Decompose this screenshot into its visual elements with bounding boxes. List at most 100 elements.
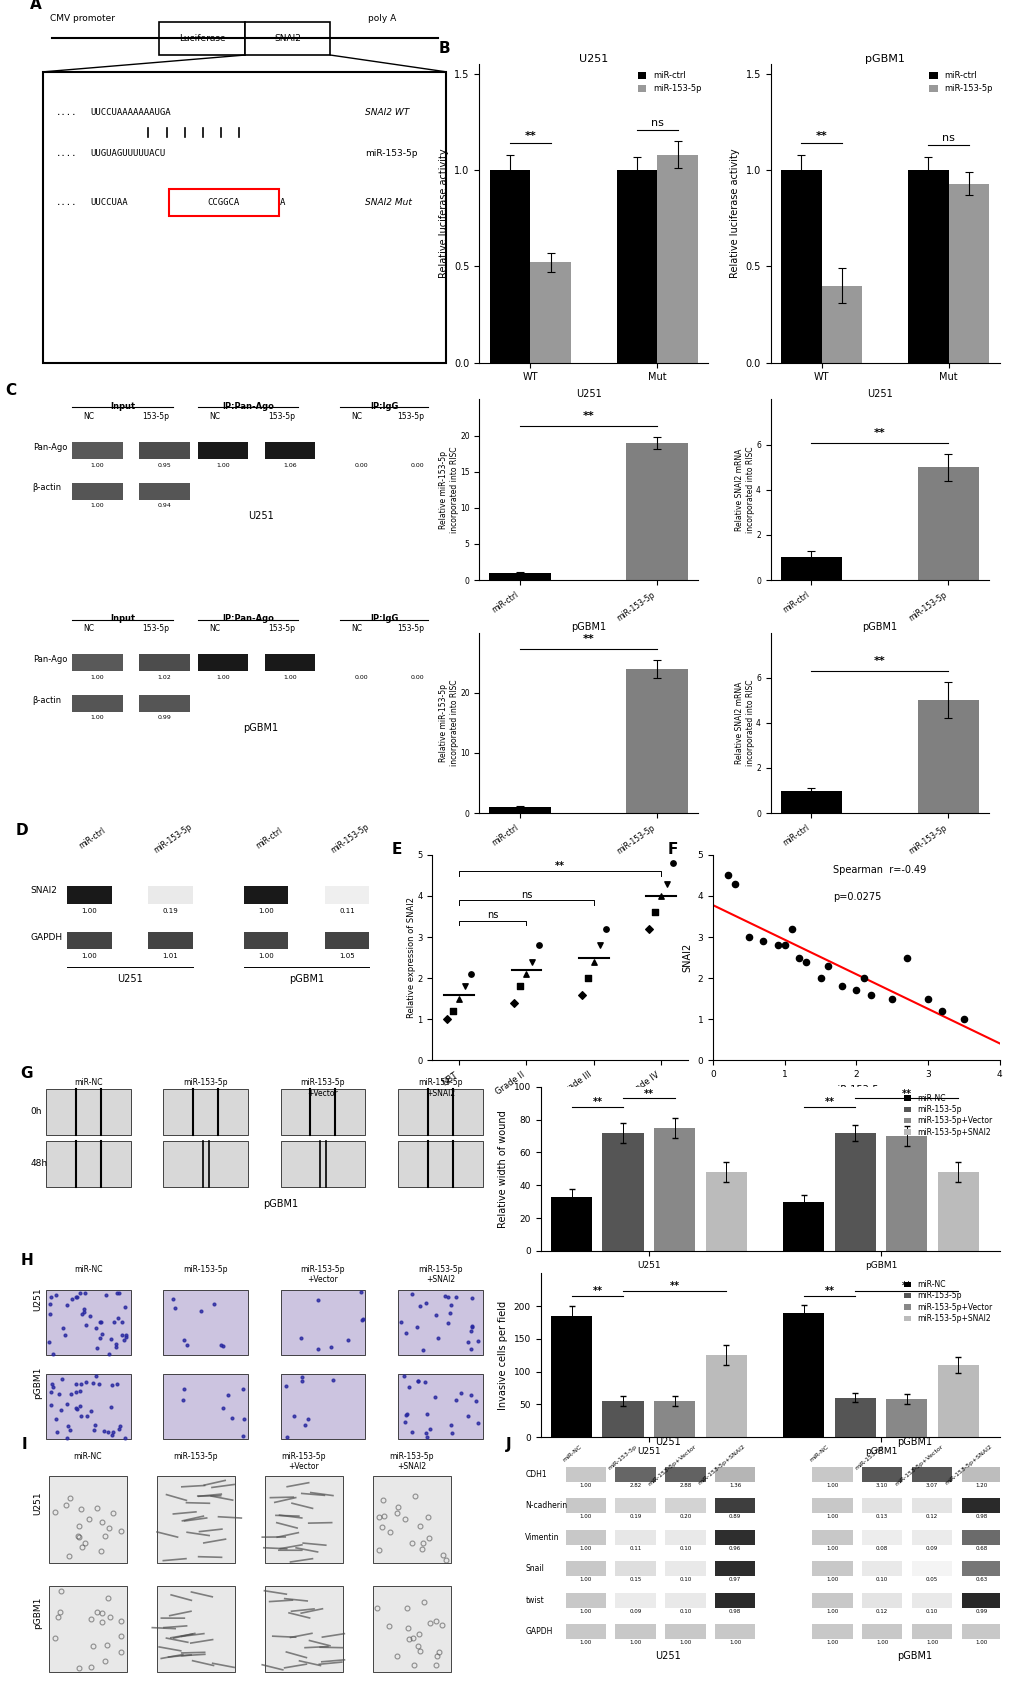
Bar [705, 1172, 746, 1250]
Legend: miR-ctrl, miR-153-5p: miR-ctrl, miR-153-5p [635, 68, 703, 95]
Text: **: ** [873, 656, 884, 666]
Text: 0.99: 0.99 [975, 1609, 987, 1614]
Text: 1.00: 1.00 [283, 674, 297, 679]
Text: 1.00: 1.00 [82, 908, 97, 915]
Text: 153-5p: 153-5p [143, 412, 169, 422]
Text: 1.00: 1.00 [579, 1547, 591, 1550]
X-axis label: miR-153-5p: miR-153-5p [827, 1084, 883, 1094]
FancyBboxPatch shape [280, 1142, 365, 1187]
Point [518, 960, 534, 988]
FancyBboxPatch shape [397, 1089, 482, 1135]
Text: 1.00: 1.00 [91, 503, 104, 508]
Text: 153-5p: 153-5p [397, 412, 424, 422]
Point [438, 1006, 454, 1033]
FancyBboxPatch shape [339, 442, 390, 459]
FancyBboxPatch shape [961, 1530, 1001, 1545]
FancyBboxPatch shape [566, 1562, 605, 1575]
Text: U251: U251 [654, 1437, 680, 1447]
FancyBboxPatch shape [280, 1291, 365, 1355]
Text: miR-153-5p
+Vector: miR-153-5p +Vector [301, 1079, 344, 1098]
FancyBboxPatch shape [67, 886, 111, 905]
Text: Vimentin: Vimentin [525, 1533, 559, 1542]
Text: 0.99: 0.99 [157, 715, 171, 720]
Text: 1.01: 1.01 [162, 952, 178, 959]
FancyBboxPatch shape [72, 483, 122, 500]
Bar [886, 1137, 926, 1250]
Text: 1.00: 1.00 [825, 1547, 838, 1550]
Text: miR-153-5p
+SNAI2: miR-153-5p +SNAI2 [389, 1452, 433, 1470]
FancyBboxPatch shape [244, 932, 288, 949]
FancyBboxPatch shape [140, 654, 190, 671]
Legend: miR-ctrl, miR-153-5p: miR-ctrl, miR-153-5p [926, 68, 995, 95]
Text: miR-NC: miR-NC [561, 1443, 583, 1462]
Text: 153-5p: 153-5p [268, 625, 294, 634]
Bar [489, 169, 530, 363]
FancyBboxPatch shape [714, 1562, 755, 1575]
Bar [783, 1313, 823, 1437]
Text: 2.88: 2.88 [679, 1482, 691, 1487]
FancyBboxPatch shape [614, 1562, 655, 1575]
Text: 1.00: 1.00 [91, 715, 104, 720]
Text: 1.02: 1.02 [157, 674, 171, 679]
Text: pGBM1: pGBM1 [33, 1367, 42, 1399]
Text: SNAI2: SNAI2 [274, 34, 301, 42]
Point [664, 849, 681, 876]
FancyBboxPatch shape [140, 695, 190, 711]
FancyBboxPatch shape [265, 654, 315, 671]
FancyBboxPatch shape [339, 654, 390, 671]
FancyBboxPatch shape [140, 442, 190, 459]
Point [812, 964, 828, 991]
FancyBboxPatch shape [566, 1592, 605, 1608]
Bar [705, 1355, 746, 1437]
Text: 1.00: 1.00 [825, 1640, 838, 1645]
Text: miR-NC: miR-NC [73, 1079, 102, 1088]
Text: NC: NC [209, 412, 220, 422]
Text: J: J [505, 1437, 512, 1452]
FancyBboxPatch shape [714, 1467, 755, 1482]
Text: 0.00: 0.00 [411, 674, 424, 679]
FancyBboxPatch shape [911, 1497, 952, 1513]
Bar [834, 1398, 875, 1437]
FancyBboxPatch shape [198, 654, 248, 671]
FancyBboxPatch shape [714, 1497, 755, 1513]
FancyBboxPatch shape [72, 654, 122, 671]
Y-axis label: Relative luciferase activity: Relative luciferase activity [438, 149, 448, 278]
Text: miR-153-5p+Vector: miR-153-5p+Vector [893, 1443, 944, 1487]
Text: 0.11: 0.11 [629, 1547, 641, 1550]
Bar [780, 791, 842, 813]
FancyBboxPatch shape [325, 932, 369, 949]
Text: 1.00: 1.00 [579, 1514, 591, 1520]
Text: Luciferase: Luciferase [178, 34, 225, 42]
Text: ns: ns [486, 910, 498, 920]
Text: U251: U251 [117, 974, 143, 984]
Text: Pan-Ago: Pan-Ago [33, 656, 67, 664]
FancyBboxPatch shape [67, 932, 111, 949]
Text: ns: ns [650, 119, 663, 129]
FancyBboxPatch shape [664, 1497, 705, 1513]
Text: U251: U251 [248, 512, 273, 522]
FancyBboxPatch shape [714, 1625, 755, 1640]
Text: 1.00: 1.00 [825, 1577, 838, 1582]
FancyBboxPatch shape [325, 886, 369, 905]
Text: miR-153-5p+SNAI2: miR-153-5p+SNAI2 [697, 1443, 746, 1486]
Text: IP:Pan-Ago: IP:Pan-Ago [222, 613, 274, 623]
Text: CMV promoter: CMV promoter [50, 14, 114, 24]
Point [855, 964, 871, 991]
Point [754, 928, 770, 955]
Text: ....: .... [56, 108, 77, 117]
Text: **: ** [901, 1281, 911, 1291]
FancyBboxPatch shape [664, 1467, 705, 1482]
Text: 1.00: 1.00 [579, 1577, 591, 1582]
Bar [616, 169, 656, 363]
FancyBboxPatch shape [72, 442, 122, 459]
Text: 0.05: 0.05 [925, 1577, 937, 1582]
FancyBboxPatch shape [372, 1475, 450, 1562]
Text: 1.00: 1.00 [579, 1482, 591, 1487]
FancyBboxPatch shape [44, 71, 445, 363]
Text: miR-153-5p
+Vector: miR-153-5p +Vector [301, 1265, 344, 1284]
FancyBboxPatch shape [397, 1291, 482, 1355]
Point [573, 981, 589, 1008]
Text: 0.09: 0.09 [925, 1547, 937, 1550]
Text: miR-ctrl: miR-ctrl [77, 827, 107, 850]
Text: Spearman  r=-0.49: Spearman r=-0.49 [833, 866, 926, 876]
